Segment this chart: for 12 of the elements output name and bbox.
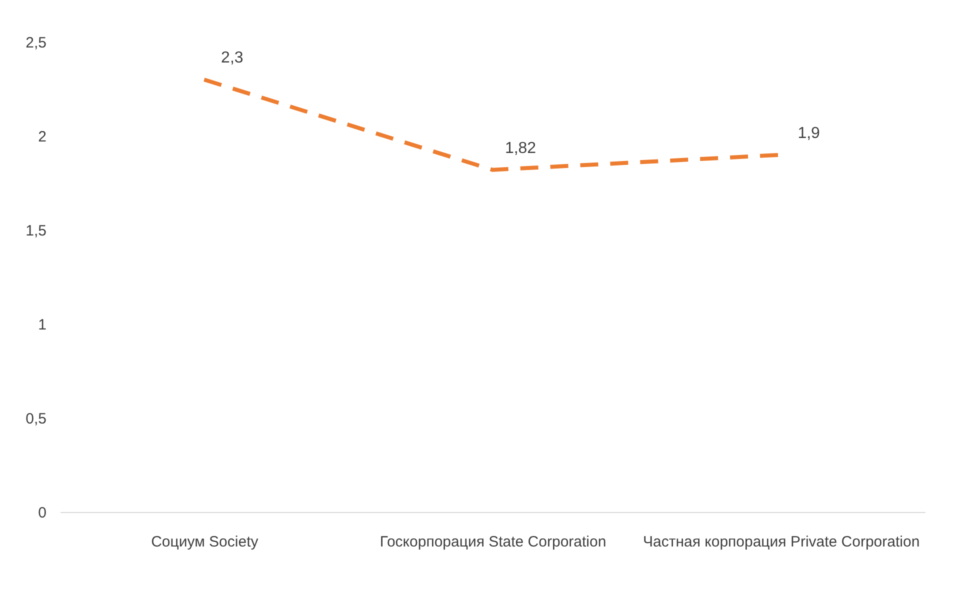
x-tick-label: Госкорпорация State Corporation [380,534,606,550]
data-label: 1,82 [504,140,536,157]
y-tick-label: 2 [38,128,46,146]
y-tick-label: 1 [38,316,46,334]
x-tick-label: Частная корпорация Private Corporation [642,534,920,550]
data-label: 1,9 [798,124,820,142]
data-label: 2,3 [221,50,244,67]
y-tick-label: 0,5 [26,410,46,428]
y-tick-label: 2,5 [26,34,46,52]
x-tick-label: Социум Society [151,534,259,550]
y-tick-label: 0 [38,504,46,522]
y-tick-label: 1,5 [26,222,46,240]
